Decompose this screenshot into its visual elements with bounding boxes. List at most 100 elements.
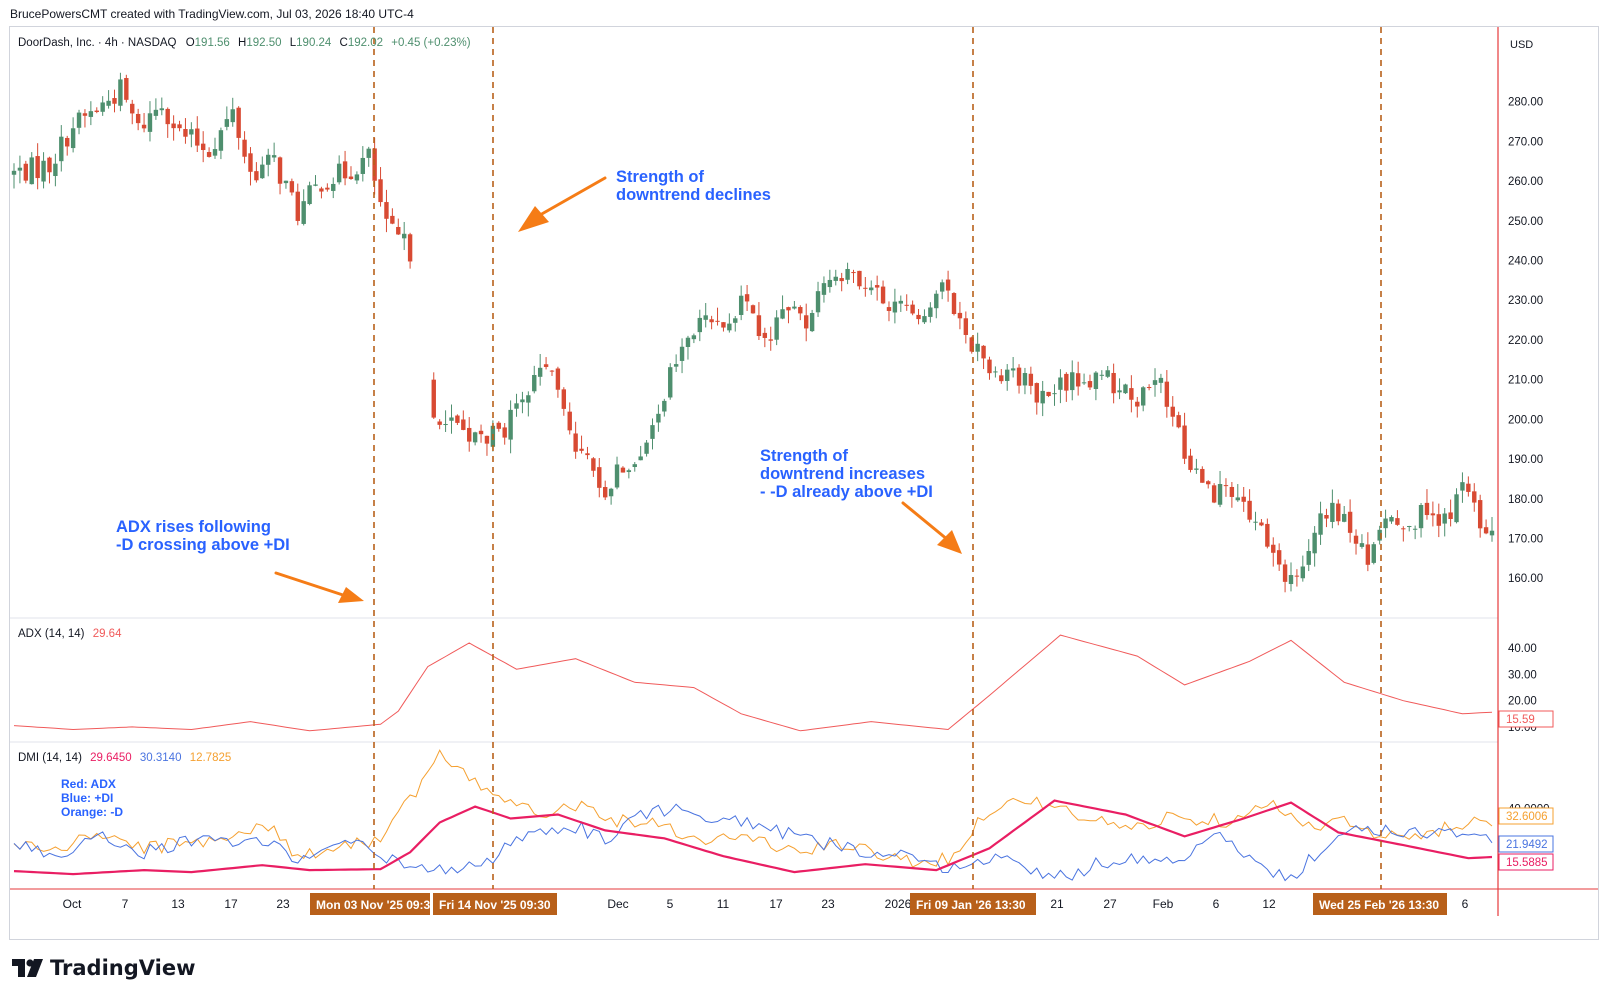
candle-body	[277, 157, 283, 184]
price-tick-label: 200.00	[1508, 414, 1543, 426]
candle-body	[744, 294, 750, 302]
candle-body	[1170, 406, 1175, 417]
candle-body	[1466, 483, 1471, 492]
candle-body	[472, 432, 478, 443]
adx-tick-label: 40.00	[1508, 643, 1537, 655]
candle-body	[153, 109, 159, 116]
candle-body	[70, 128, 76, 149]
candle-body	[1288, 575, 1294, 585]
dmi-legend-name: DMI (14, 14)	[18, 752, 82, 764]
candle-body	[313, 184, 318, 186]
x-axis-label: 21	[1050, 897, 1064, 911]
candle-body	[1075, 373, 1081, 387]
candle-body	[1093, 372, 1099, 390]
candle-body	[620, 467, 626, 473]
candle-body	[1424, 502, 1430, 516]
dmi-key-orange: Orange: -D	[61, 805, 123, 819]
candle-body	[1330, 502, 1335, 522]
candle-body	[1034, 383, 1039, 403]
x-axis-label: 17	[224, 897, 238, 911]
candle-body	[821, 283, 827, 295]
candle-body	[17, 167, 23, 171]
candle-body	[537, 367, 543, 377]
candle-body	[461, 419, 466, 430]
candle-body	[957, 312, 963, 319]
candle-body	[1436, 514, 1441, 526]
candlesticks	[11, 72, 1495, 593]
candle-body	[242, 139, 247, 157]
candle-body	[496, 422, 501, 429]
arrow-1	[274, 571, 364, 603]
candle-body	[910, 304, 915, 314]
candle-body	[1241, 496, 1246, 502]
time-marker-label-text: Wed 25 Feb '26 13:30	[1319, 898, 1439, 912]
candle-body	[1389, 517, 1394, 522]
candle-body	[1472, 491, 1477, 503]
candle-body	[59, 136, 64, 162]
candle-body	[1483, 527, 1489, 534]
candle-body	[644, 442, 649, 454]
dmi-adx-last-badge-box	[1498, 853, 1554, 871]
candle-body	[437, 421, 442, 425]
candle-body	[1460, 482, 1465, 491]
candle-body	[1211, 485, 1217, 503]
candle-body	[41, 160, 46, 182]
candle-body	[874, 285, 880, 288]
candle-body	[798, 307, 803, 314]
candle-body	[999, 375, 1004, 382]
candle-body	[301, 201, 306, 224]
candle-body	[100, 102, 105, 112]
candle-body	[993, 371, 998, 373]
adx-legend: ADX (14, 14) 29.64	[18, 628, 122, 640]
adx-line	[13, 634, 1493, 732]
candle-body	[331, 183, 336, 191]
candle-body	[963, 318, 969, 335]
candle-body	[1146, 387, 1152, 389]
candle-body	[1010, 368, 1016, 371]
candle-body	[1188, 455, 1193, 470]
x-axis-label: 13	[171, 897, 185, 911]
chart-frame	[9, 26, 1599, 940]
candle-body	[608, 488, 614, 497]
candle-body	[295, 191, 300, 221]
candle-body	[567, 411, 572, 431]
candle-body	[467, 427, 472, 442]
candle-body	[934, 293, 939, 309]
candle-body	[656, 413, 661, 423]
price-tick-label: 180.00	[1508, 494, 1543, 506]
candle-body	[283, 180, 289, 184]
candle-body	[106, 100, 111, 106]
adx-legend-name: ADX (14, 14)	[18, 628, 85, 640]
candle-body	[1235, 497, 1240, 501]
candle-body	[1182, 425, 1187, 459]
price-tick-label: 230.00	[1508, 295, 1543, 307]
candle-body	[1318, 513, 1323, 535]
candle-body	[1206, 481, 1211, 485]
candle-body	[691, 335, 697, 340]
candle-body	[53, 163, 58, 177]
candle-body	[1324, 515, 1329, 519]
candle-body	[11, 170, 17, 175]
candle-body	[336, 163, 342, 183]
candle-body	[1347, 511, 1353, 533]
candle-body	[1265, 523, 1270, 547]
adx-last-badge-text: 15.59	[1506, 714, 1535, 726]
dmi-legend-minus-di: 12.7825	[190, 752, 232, 764]
candle-body	[177, 124, 182, 129]
candle-body	[1395, 518, 1400, 525]
annotation-adx-rises-line1: ADX rises following	[116, 518, 271, 536]
candle-body	[366, 148, 371, 158]
candle-body	[1454, 494, 1459, 523]
candle-body	[673, 364, 679, 367]
candle-body	[484, 435, 490, 444]
high-label: H	[238, 37, 246, 49]
candle-body	[159, 108, 164, 111]
candle-body	[118, 79, 123, 106]
time-marker-label-box	[1313, 893, 1447, 915]
candle-body	[1247, 500, 1252, 520]
x-axis-label: 7	[122, 897, 129, 911]
candle-body	[1194, 468, 1199, 470]
candle-body	[549, 370, 555, 372]
dmi-key-red: Red: ADX	[61, 777, 116, 791]
